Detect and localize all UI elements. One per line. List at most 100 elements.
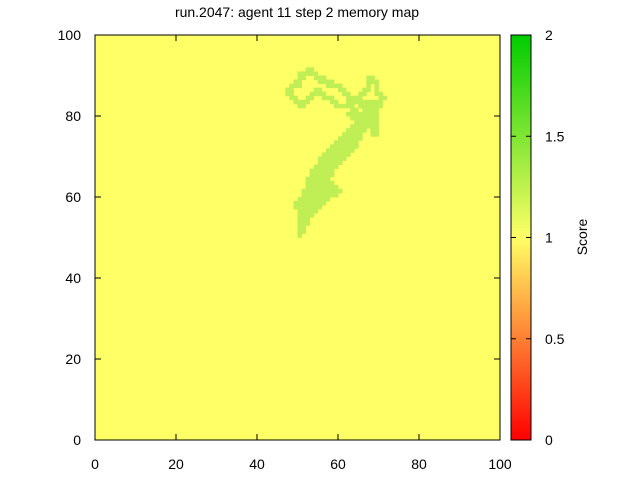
heatmap-cell xyxy=(325,197,331,202)
heatmap-cell xyxy=(313,172,319,178)
heatmap-cell xyxy=(313,87,319,93)
heatmap-cell xyxy=(329,188,335,194)
heatmap-cell xyxy=(374,83,379,89)
heatmap-cell xyxy=(301,99,306,105)
heatmap-cell xyxy=(329,148,335,153)
heatmap-cell xyxy=(317,197,323,202)
heatmap-cell xyxy=(313,184,319,190)
heatmap-cell xyxy=(317,91,323,97)
heatmap-cell xyxy=(297,205,302,210)
heatmap-cell xyxy=(325,152,331,157)
heatmap-cell xyxy=(342,103,347,109)
heatmap-cell xyxy=(313,188,319,194)
heatmap-cell xyxy=(350,144,355,149)
heatmap-cell xyxy=(374,99,379,105)
heatmap-cell xyxy=(301,201,306,206)
heatmap-cell xyxy=(317,180,323,186)
heatmap-cell xyxy=(301,213,306,218)
heatmap-cell xyxy=(293,205,298,210)
heatmap-cell xyxy=(374,87,379,93)
heatmap-cell xyxy=(350,111,355,117)
heatmap-cell xyxy=(366,116,371,121)
heatmap-cell xyxy=(309,184,315,190)
heatmap-cell xyxy=(329,184,335,190)
heatmap-cell xyxy=(329,95,335,101)
heatmap-cell xyxy=(321,152,327,157)
heatmap-cell xyxy=(346,128,351,133)
heatmap-cell xyxy=(362,103,367,109)
heatmap-cell xyxy=(329,192,335,198)
heatmap-cell xyxy=(321,156,327,161)
heatmap-cell xyxy=(362,91,367,97)
heatmap-cell xyxy=(329,144,335,149)
heatmap-cell xyxy=(329,99,335,105)
heatmap-cell xyxy=(297,71,302,76)
heatmap-cell xyxy=(317,201,323,206)
heatmap-cell xyxy=(321,164,327,170)
heatmap-cell xyxy=(301,209,306,214)
heatmap-cell xyxy=(301,229,306,234)
heatmap-cell xyxy=(346,140,351,145)
heatmap-cell xyxy=(285,87,290,93)
heatmap-cell xyxy=(370,111,375,117)
heatmap-cell xyxy=(374,103,379,109)
heatmap-cell xyxy=(354,132,359,137)
heatmap-cell xyxy=(350,107,355,113)
heatmap-cell xyxy=(358,111,363,117)
heatmap-cell xyxy=(350,99,355,105)
heatmap-cell xyxy=(338,140,343,145)
x-tick-label: 60 xyxy=(330,456,346,472)
heatmap-cell xyxy=(350,124,355,129)
heatmap-cell xyxy=(309,172,315,178)
heatmap-cell xyxy=(305,217,311,222)
heatmap-cell xyxy=(358,128,363,133)
colorbar-tick-label: 1 xyxy=(545,230,553,246)
heatmap-cell xyxy=(342,132,347,137)
heatmap-cell xyxy=(301,217,306,222)
heatmap-cell xyxy=(378,103,383,109)
heatmap-cell xyxy=(325,148,331,153)
heatmap-cell xyxy=(309,176,315,182)
heatmap-cell xyxy=(321,172,327,178)
colorbar-tick-label: 0.5 xyxy=(545,331,565,347)
heatmap-cell xyxy=(325,176,331,182)
heatmap-cell xyxy=(297,201,302,206)
heatmap-cell xyxy=(354,120,359,125)
heatmap-cell xyxy=(350,103,355,109)
heatmap-cell xyxy=(370,120,375,125)
heatmap-cell xyxy=(366,83,371,89)
heatmap-cell xyxy=(317,172,323,178)
heatmap-cell xyxy=(305,213,311,218)
heatmap-cell xyxy=(317,188,323,194)
heatmap-cell xyxy=(346,132,351,137)
heatmap-cell xyxy=(370,124,375,129)
heatmap-cell xyxy=(378,99,383,105)
heatmap-cell xyxy=(313,180,319,186)
heatmap-cell xyxy=(321,201,327,206)
heatmap-cell xyxy=(301,221,306,226)
colorbar-label: Score xyxy=(574,219,590,256)
heatmap-cell xyxy=(354,107,359,113)
heatmap-cell xyxy=(313,209,319,214)
heatmap-cell xyxy=(293,201,298,206)
heatmap-cell xyxy=(309,205,315,210)
y-tick-label: 0 xyxy=(73,432,81,448)
heatmap-cell xyxy=(305,201,311,206)
heatmap-cell xyxy=(293,83,298,89)
heatmap-cell xyxy=(342,152,347,157)
heatmap-cell xyxy=(358,103,363,109)
heatmap-cell xyxy=(297,99,302,105)
heatmap-cell xyxy=(374,132,379,137)
heatmap-cell xyxy=(297,221,302,226)
heatmap-cell xyxy=(313,176,319,182)
heatmap-cell xyxy=(333,164,339,170)
heatmap-cell xyxy=(289,83,294,89)
heatmap-cell xyxy=(305,95,311,101)
heatmap-cell xyxy=(325,188,331,194)
heatmap-cell xyxy=(305,99,311,105)
heatmap-cell xyxy=(346,136,351,141)
heatmap-cell xyxy=(354,111,359,117)
heatmap-cell xyxy=(374,79,379,84)
heatmap-cell xyxy=(354,128,359,133)
heatmap-cell xyxy=(370,75,375,80)
